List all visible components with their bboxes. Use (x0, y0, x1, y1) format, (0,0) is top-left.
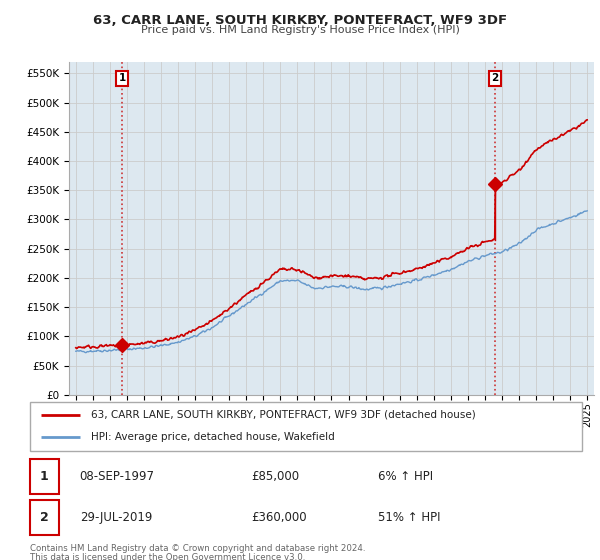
Text: Contains HM Land Registry data © Crown copyright and database right 2024.: Contains HM Land Registry data © Crown c… (30, 544, 365, 553)
Text: 29-JUL-2019: 29-JUL-2019 (80, 511, 152, 524)
Text: 63, CARR LANE, SOUTH KIRKBY, PONTEFRACT, WF9 3DF: 63, CARR LANE, SOUTH KIRKBY, PONTEFRACT,… (93, 14, 507, 27)
Text: 2: 2 (491, 73, 499, 83)
Bar (30, 459, 59, 494)
Text: 51% ↑ HPI: 51% ↑ HPI (378, 511, 440, 524)
Text: 1: 1 (118, 73, 125, 83)
Text: 1: 1 (40, 470, 49, 483)
Text: Price paid vs. HM Land Registry's House Price Index (HPI): Price paid vs. HM Land Registry's House … (140, 25, 460, 35)
Text: This data is licensed under the Open Government Licence v3.0.: This data is licensed under the Open Gov… (30, 553, 305, 560)
Bar (30, 500, 59, 535)
Text: 2: 2 (40, 511, 49, 524)
Text: 63, CARR LANE, SOUTH KIRKBY, PONTEFRACT, WF9 3DF (detached house): 63, CARR LANE, SOUTH KIRKBY, PONTEFRACT,… (91, 410, 475, 420)
Text: 6% ↑ HPI: 6% ↑ HPI (378, 470, 433, 483)
Text: HPI: Average price, detached house, Wakefield: HPI: Average price, detached house, Wake… (91, 432, 334, 442)
Text: 08-SEP-1997: 08-SEP-1997 (80, 470, 155, 483)
Text: £360,000: £360,000 (251, 511, 307, 524)
Text: £85,000: £85,000 (251, 470, 299, 483)
